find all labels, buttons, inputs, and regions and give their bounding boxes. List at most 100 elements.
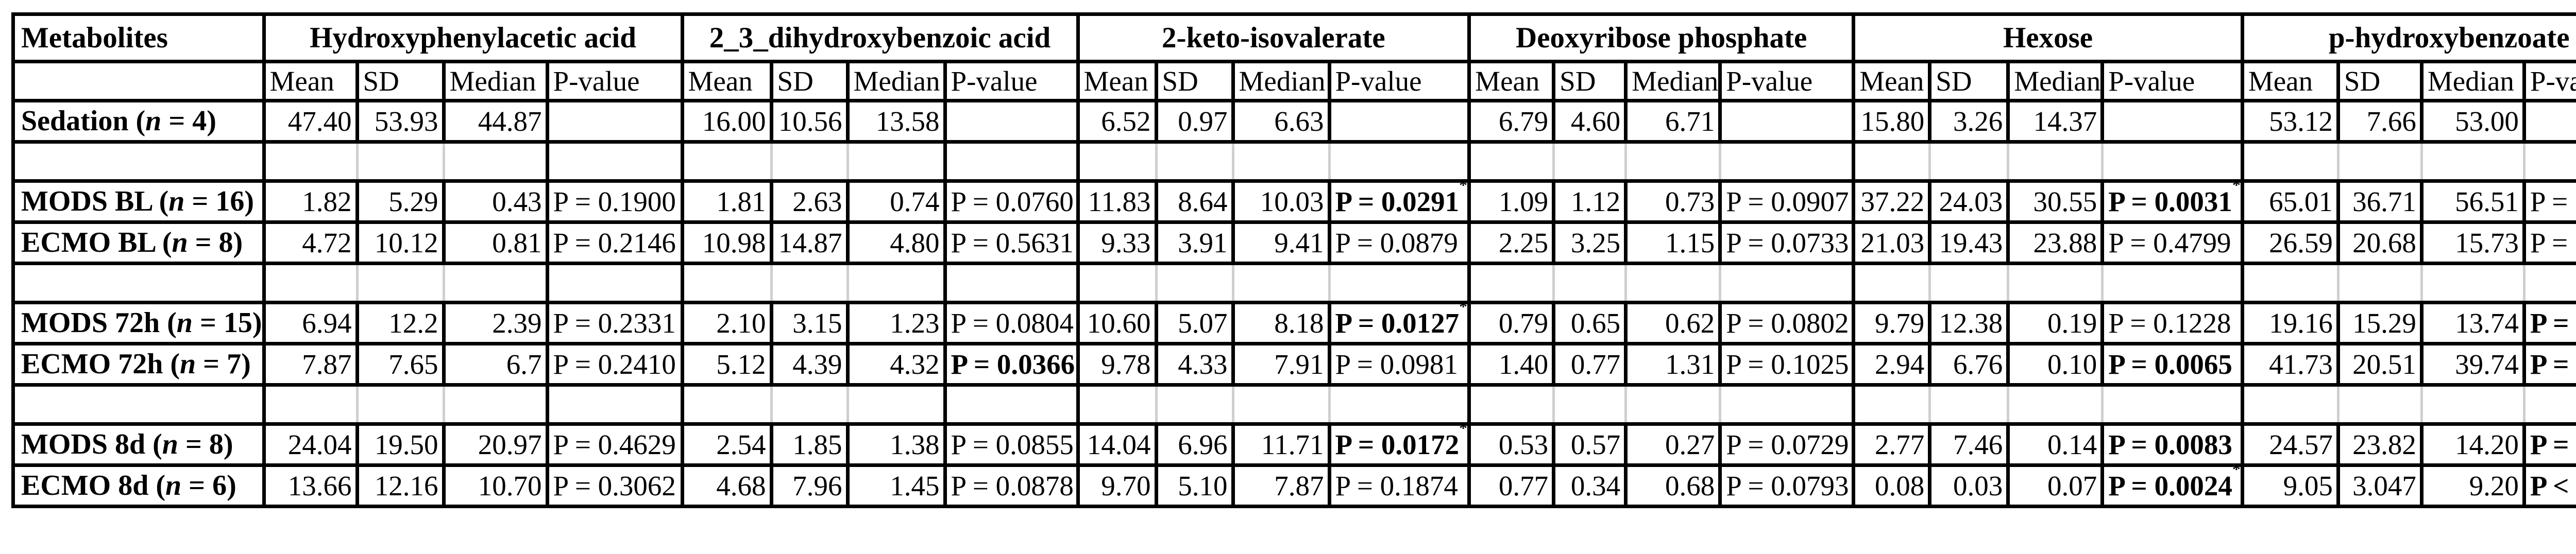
cell-median: 9.41 — [1231, 220, 1330, 264]
cell-sd: 19.43 — [1928, 220, 2008, 264]
median-value: 0.81 — [492, 227, 542, 258]
metabolites-stats-table: Metabolites Hydroxyphenylacetic acid 2_3_d… — [11, 12, 2576, 508]
cell-median: 0.74 — [845, 179, 945, 222]
spacer-cell — [1155, 262, 1233, 303]
spacer-cell — [545, 262, 683, 303]
stat-header-label: P-value — [2530, 65, 2576, 97]
cell-median: 20.97 — [442, 422, 548, 465]
cell-median: 56.51 — [2419, 179, 2524, 222]
cell-sd: 4.39 — [769, 342, 848, 385]
spacer-cell — [1231, 140, 1330, 181]
cell-pvalue: P = 0.0172* — [1327, 422, 1469, 465]
sd-value: 20.51 — [2352, 348, 2416, 380]
pvalue-text: P = 0.0733 — [1726, 227, 1849, 258]
cell-mean: 37.22 — [1852, 179, 1930, 222]
sd-value: 2.63 — [792, 185, 842, 217]
spacer-cell — [2336, 383, 2422, 424]
cell-mean: 7.87 — [262, 342, 358, 385]
spacer-cell — [1231, 262, 1330, 303]
median-value: 0.73 — [1665, 185, 1715, 217]
cell-median: 9.20 — [2419, 463, 2524, 507]
cell-sd: 6.96 — [1154, 422, 1233, 465]
median-value: 1.23 — [890, 307, 940, 339]
sd-value: 24.03 — [1939, 185, 2003, 217]
spacer-cell — [1155, 383, 1233, 424]
stat-header-sd: SD — [1552, 60, 1626, 101]
median-value: 6.7 — [506, 348, 542, 380]
median-value: 7.87 — [1274, 470, 1324, 501]
cell-mean: 19.16 — [2240, 301, 2338, 344]
stat-header-label: P-value — [951, 65, 1038, 97]
cell-sd: 12.16 — [355, 463, 444, 507]
pvalue-text: P = 0.0031 — [2108, 185, 2232, 217]
cell-median: 1.38 — [845, 422, 945, 465]
cell-pvalue: P = 0.0021 — [2522, 422, 2576, 465]
spacer-cell — [1328, 262, 1469, 303]
cell-pvalue: P = 0.1228 — [2100, 301, 2243, 344]
median-value: 53.00 — [2455, 105, 2519, 137]
median-value: 23.88 — [2033, 227, 2097, 258]
group-header-label: Hexose — [2003, 21, 2093, 54]
spacer-cell — [2420, 383, 2524, 424]
stat-header-label: Median — [2014, 65, 2101, 97]
cell-mean: 65.01 — [2240, 179, 2338, 222]
group-header-2-keto-isovalerate: 2-keto-isovalerate — [1076, 12, 1469, 62]
cell-sd: 15.29 — [2336, 301, 2422, 344]
spacer-cell — [1624, 262, 1720, 303]
stat-header-label: Mean — [2248, 65, 2313, 97]
cell-median: 14.20 — [2419, 422, 2524, 465]
cell-median: 30.55 — [2006, 179, 2103, 222]
mean-value: 7.87 — [302, 348, 352, 380]
group-header-label: Deoxyribose phosphate — [1516, 21, 1807, 54]
sd-value: 23.82 — [2352, 428, 2416, 460]
stat-header-mean: Mean — [1076, 60, 1157, 101]
sd-value: 7.96 — [792, 470, 842, 501]
sd-value: 5.29 — [388, 185, 438, 217]
median-value: 0.10 — [2047, 348, 2097, 380]
stat-header-label: Mean — [269, 65, 334, 97]
group-header-deoxyribose-phosphate: Deoxyribose phosphate — [1467, 12, 1854, 62]
sd-value: 3.15 — [792, 307, 842, 339]
pvalue-text: P < 0.0001 — [2530, 470, 2576, 501]
cell-median: 44.87 — [442, 99, 548, 142]
median-value: 13.74 — [2455, 307, 2519, 339]
cell-sd: 20.51 — [2336, 342, 2422, 385]
spacer-cell — [442, 262, 548, 303]
cell-median: 1.23 — [845, 301, 945, 344]
row-label: ECMO 72h (n = 7) — [11, 342, 264, 385]
cell-median: 13.58 — [845, 99, 945, 142]
cell-pvalue: P = 0.3062 — [545, 463, 683, 507]
spacer-cell — [1552, 383, 1626, 424]
stat-header-p-value: P-value — [2100, 60, 2243, 101]
cell-mean: 9.33 — [1076, 220, 1157, 264]
pvalue-text: P = 0.1025 — [1726, 348, 1849, 380]
median-value: 4.80 — [890, 227, 940, 258]
cell-mean: 6.79 — [1467, 99, 1554, 142]
mean-value: 9.79 — [1874, 307, 1925, 339]
mean-value: 1.82 — [302, 185, 352, 217]
median-value: 0.74 — [890, 185, 940, 217]
pvalue-text: P = 0.0021 — [2530, 428, 2576, 460]
cell-pvalue: P = 0.5631 — [943, 220, 1078, 264]
cell-median: 0.68 — [1624, 463, 1720, 507]
sd-value: 4.39 — [792, 348, 842, 380]
mean-value: 2.25 — [1498, 227, 1549, 258]
stat-header-label: SD — [1560, 65, 1596, 97]
cell-mean: 2.10 — [680, 301, 772, 344]
spacer-cell — [2240, 140, 2338, 181]
metabolites-header-label: Metabolites — [21, 21, 168, 54]
cell-mean: 1.81 — [680, 179, 772, 222]
cell-pvalue: P = 0.2410 — [545, 342, 683, 385]
spacer-cell — [355, 262, 444, 303]
pvalue-text: P = 0.1874 — [1335, 470, 1458, 501]
stat-header-label: Mean — [1475, 65, 1540, 97]
mean-value: 41.73 — [2269, 348, 2333, 380]
stat-header-median: Median — [442, 60, 548, 101]
sd-value: 14.87 — [778, 227, 842, 258]
pvalue-text: P = 0.4629 — [553, 428, 676, 460]
mean-value: 24.04 — [287, 428, 352, 460]
row-label: MODS BL (n = 16) — [11, 179, 264, 222]
median-value: 6.63 — [1274, 105, 1324, 137]
spacer-cell — [1076, 262, 1157, 303]
